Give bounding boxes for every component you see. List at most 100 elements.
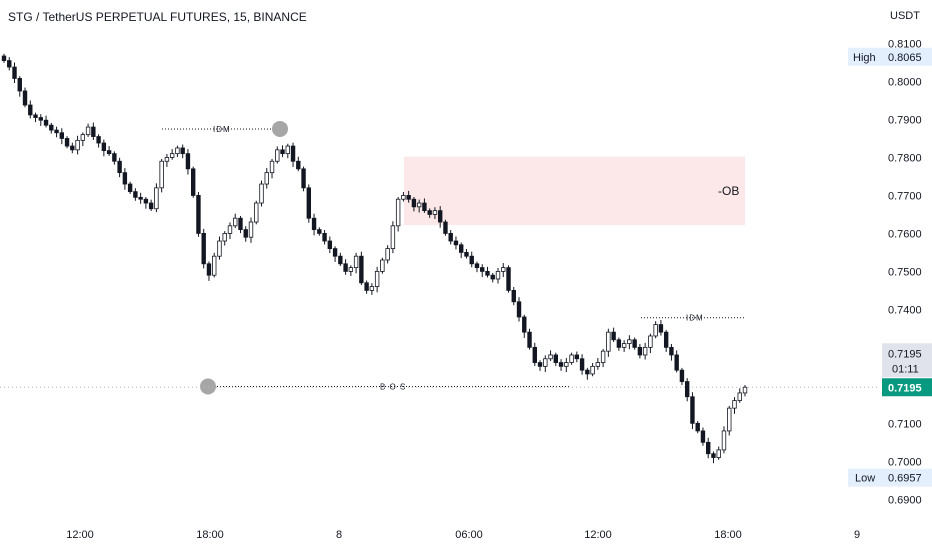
candle-body (338, 255, 343, 265)
candle-body (269, 160, 275, 174)
candle-body (259, 183, 264, 204)
candle-body (148, 202, 154, 210)
candle-body (527, 331, 532, 348)
candle-body (101, 142, 107, 152)
candle-body (28, 104, 33, 116)
candle-body (248, 221, 254, 238)
candle-body (317, 229, 322, 234)
x-tick-label: 12:00 (66, 529, 94, 541)
x-tick-label: 8 (336, 529, 342, 541)
candle-body (49, 124, 54, 131)
candle-body (406, 195, 411, 200)
candle-body (201, 233, 206, 265)
candle-body (301, 168, 306, 189)
candle-body (80, 134, 86, 141)
candle-body (653, 324, 658, 337)
candle-body (322, 233, 327, 242)
candle-body (64, 138, 70, 147)
candle-body (327, 240, 333, 250)
x-tick-label: 18:00 (714, 529, 742, 541)
candle-body (264, 172, 269, 185)
candle-body (359, 255, 364, 284)
high-value: 0.8065 (888, 52, 922, 64)
candle-body (385, 248, 390, 261)
candle-body (43, 119, 49, 126)
candle-body (474, 263, 480, 269)
candle-body (1, 55, 7, 61)
candle-body (91, 126, 96, 137)
candle-body (353, 255, 359, 269)
candle-body (190, 168, 196, 196)
candle-body (122, 172, 128, 185)
candle-body (348, 267, 354, 272)
y-tick-label: 0.7000 (888, 456, 922, 468)
candle-body (632, 339, 637, 348)
candle-body (443, 221, 448, 234)
order-block-label: -OB (718, 184, 739, 198)
candle-body (169, 153, 175, 158)
candle-body (627, 339, 632, 344)
candle-body (164, 157, 170, 162)
candle-body (506, 267, 511, 291)
candle-body (7, 60, 12, 68)
candle-body (516, 301, 522, 318)
candle-body (233, 217, 238, 227)
candle-body (611, 331, 616, 341)
candle-body (159, 160, 164, 189)
candle-body (663, 331, 669, 348)
candle-body (311, 217, 317, 231)
candle-body (380, 259, 385, 272)
candle-body (185, 153, 191, 170)
candle-body (642, 346, 648, 356)
candle-body (96, 136, 101, 144)
candle-body (196, 195, 201, 234)
candle-body (700, 430, 706, 443)
y-tick-label: 0.7600 (888, 228, 922, 240)
candle-body (579, 358, 585, 371)
candle-body (448, 233, 453, 242)
candle-body (501, 267, 506, 272)
y-tick-label: 0.7900 (888, 114, 922, 126)
candle-body (296, 160, 301, 170)
candle-body (721, 430, 727, 451)
candle-body (390, 225, 396, 250)
bos-label: B O S (380, 382, 406, 391)
x-tick-label: 06:00 (455, 529, 483, 541)
candle-body (453, 240, 459, 246)
candle-body (112, 153, 117, 162)
candle-body (548, 354, 553, 360)
candle-body (648, 335, 653, 348)
candle-body (212, 255, 217, 276)
candle-body (306, 187, 312, 219)
candle-body (175, 147, 180, 155)
candle-body (22, 90, 28, 106)
candle-body (364, 282, 369, 291)
candle-body (217, 240, 222, 257)
last-price-grey-badge (882, 343, 932, 378)
candle-body (595, 362, 601, 367)
candle-body (637, 346, 643, 356)
candle-body (38, 117, 43, 121)
candle-body (695, 422, 700, 432)
candle-body (222, 233, 227, 242)
candle-body (127, 183, 133, 193)
candle-body (459, 244, 464, 253)
candle-body (374, 270, 380, 287)
candle-body (532, 346, 537, 363)
candle-body (17, 78, 22, 92)
candle-body (590, 365, 595, 375)
last-price-grey-value: 0.7195 (888, 348, 922, 360)
candle-body (275, 149, 280, 162)
candle-body (154, 187, 159, 210)
candle-body (606, 331, 611, 352)
candle-body (621, 343, 627, 348)
currency-label: USDT (890, 10, 920, 22)
low-value: 0.6957 (888, 473, 922, 485)
candle-body (522, 316, 527, 333)
candle-body (33, 114, 38, 118)
candle-body (495, 270, 501, 280)
candle-body (537, 362, 543, 367)
candle-body (490, 274, 495, 280)
candle-body (280, 149, 285, 155)
